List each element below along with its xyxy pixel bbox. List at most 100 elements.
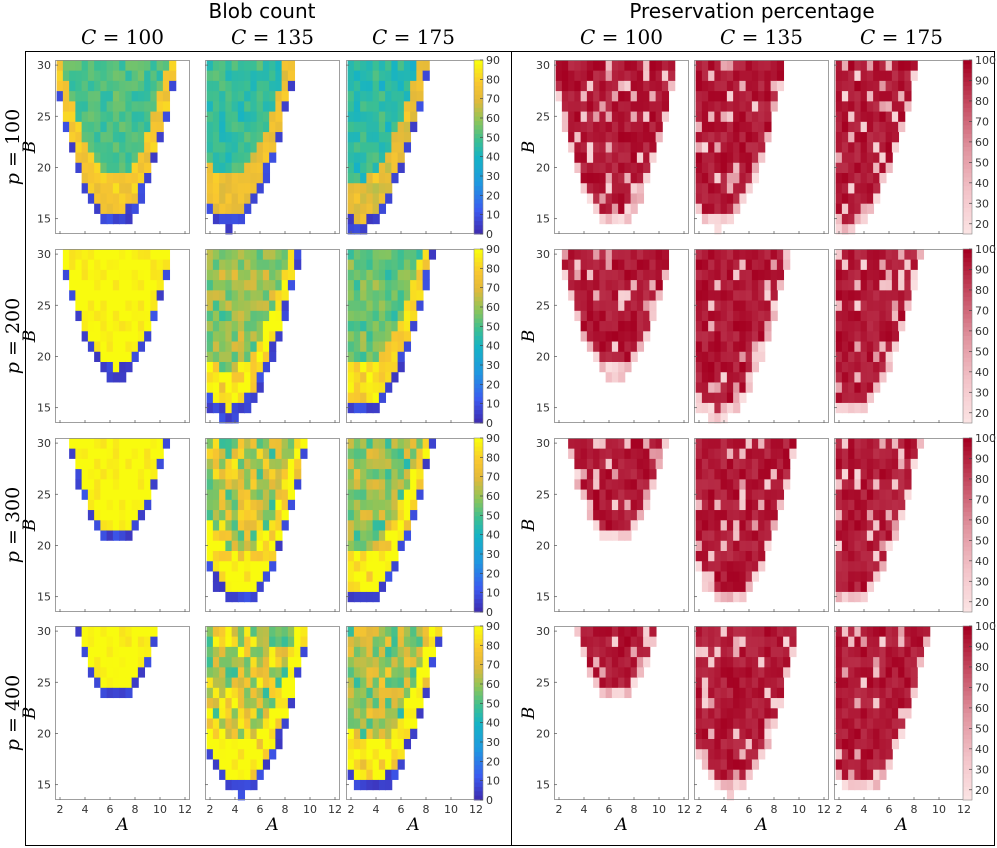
heatmap-cell	[347, 361, 355, 373]
heatmap-cell	[848, 203, 856, 214]
colorbar-segment	[474, 147, 483, 152]
heatmap-cell	[701, 330, 710, 342]
heatmap-cell	[287, 687, 296, 699]
heatmap-cell	[410, 448, 418, 459]
y-tick-label: 25	[536, 110, 550, 123]
y-axis-label: B	[519, 519, 539, 533]
heatmap-cell	[873, 718, 881, 729]
heatmap-cell	[225, 80, 233, 92]
heatmap-cell	[714, 131, 722, 143]
heatmap-cell	[212, 707, 221, 719]
heatmap-cell	[758, 697, 766, 709]
heatmap-cell	[758, 687, 766, 699]
colorbar-border	[473, 248, 484, 424]
heatmap-cell	[219, 738, 227, 750]
heatmap-cell	[269, 468, 277, 480]
colorbar-segment	[963, 160, 972, 165]
heatmap-cell	[353, 402, 362, 414]
heatmap-cell	[212, 300, 221, 311]
heatmap-cell	[568, 131, 576, 143]
heatmap-cell	[366, 458, 374, 470]
heatmap-cell	[701, 249, 710, 260]
heatmap-cell	[733, 141, 741, 153]
heatmap-cell	[695, 279, 703, 291]
heatmap-cell	[841, 182, 850, 194]
colorbar-segment	[963, 708, 972, 714]
heatmap-cell	[144, 320, 152, 332]
colorbar-segment	[963, 225, 972, 231]
heatmap-cell	[898, 646, 906, 658]
heatmap-cell	[206, 269, 214, 281]
heatmap-cell	[87, 172, 96, 184]
heatmap-cell	[835, 571, 843, 582]
heatmap-cell	[225, 193, 233, 204]
heatmap-cell	[776, 249, 785, 260]
colorbar-tick-label: 20	[486, 378, 500, 391]
heatmap-cell	[630, 162, 638, 173]
colorbar-segment	[963, 173, 972, 178]
heatmap-cell	[294, 458, 302, 470]
heatmap-cell	[708, 458, 716, 470]
heatmap-cell	[237, 320, 246, 332]
heatmap-cell	[372, 152, 380, 163]
heatmap-cell	[873, 152, 881, 163]
heatmap-cell	[904, 458, 912, 470]
heatmap-cell	[231, 152, 239, 163]
heatmap-cell	[835, 626, 843, 637]
heatmap-cell	[574, 111, 582, 122]
colorbar-tick-label: 80	[975, 473, 989, 486]
heatmap-cell	[422, 458, 430, 470]
column-header: C = 100	[81, 25, 164, 49]
heatmap-cell	[866, 371, 875, 383]
heatmap-cell	[695, 748, 703, 760]
heatmap-cell	[701, 80, 710, 92]
heatmap-cell	[726, 636, 735, 647]
heatmap-cell	[219, 392, 227, 403]
colorbar-segment	[474, 388, 483, 394]
heatmap-cell	[599, 162, 607, 173]
colorbar-tick-label: 70	[975, 115, 989, 128]
heatmap-cell	[244, 80, 252, 92]
heatmap-cell	[237, 141, 246, 153]
heatmap-cell	[112, 448, 121, 459]
heatmap-cell	[758, 636, 766, 647]
heatmap-cell	[360, 438, 368, 449]
heatmap-cell	[119, 677, 127, 688]
heatmap-cell	[231, 448, 239, 459]
heatmap-cell	[848, 636, 856, 647]
heatmap-cell	[353, 636, 362, 647]
colorbar-segment	[474, 90, 483, 96]
heatmap-cell	[281, 100, 289, 112]
heatmap-cell	[879, 269, 887, 281]
heatmap-cell	[848, 300, 856, 311]
heatmap-cell	[366, 392, 374, 403]
heatmap-cell	[360, 769, 368, 780]
heatmap-cell	[225, 141, 233, 153]
heatmap-cell	[636, 121, 645, 133]
heatmap-cell	[256, 330, 264, 342]
heatmap-cell	[630, 438, 638, 449]
heatmap-cell	[586, 320, 595, 332]
heatmap-cell	[770, 90, 778, 102]
heatmap-cell	[618, 666, 626, 678]
heatmap-cell	[605, 320, 613, 332]
heatmap-cell	[695, 320, 703, 332]
heatmap-cell	[144, 249, 152, 260]
heatmap-cell	[169, 80, 177, 92]
heatmap-cell	[81, 80, 89, 92]
heatmap-cell	[262, 626, 271, 637]
colorbar-segment	[474, 318, 483, 324]
heatmap-cell	[256, 656, 264, 668]
heatmap-cell	[630, 489, 638, 500]
heatmap-cell	[125, 172, 133, 184]
colorbar-segment	[474, 765, 483, 771]
heatmap-cell	[898, 289, 906, 301]
heatmap-cell	[244, 310, 252, 322]
heatmap-cell	[137, 330, 146, 342]
heatmap-cell	[219, 687, 227, 699]
heatmap-cell	[873, 748, 881, 760]
heatmap-cell	[131, 249, 139, 260]
heatmap-cell	[885, 141, 893, 153]
heatmap-cell	[410, 656, 418, 668]
heatmap-cell	[81, 626, 89, 637]
